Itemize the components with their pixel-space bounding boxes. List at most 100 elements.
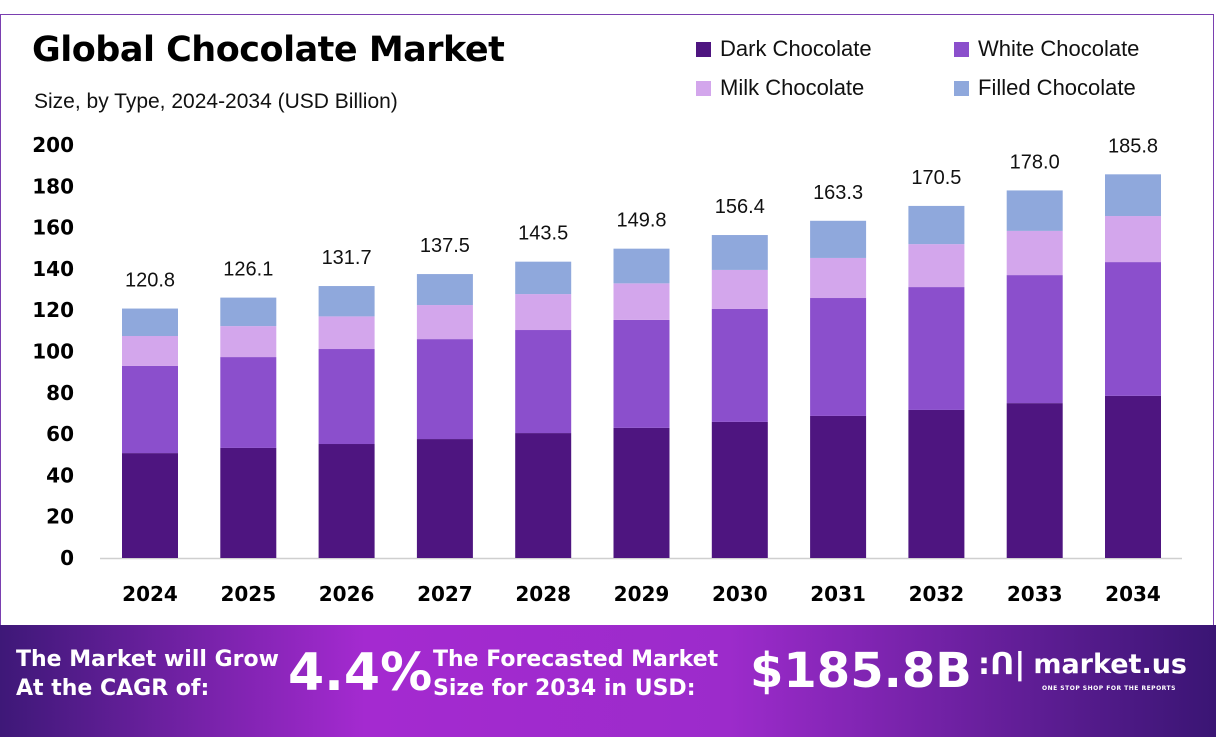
bar-segment <box>613 427 670 558</box>
bar-segment <box>220 326 277 358</box>
total-data-label: 143.5 <box>518 223 568 245</box>
bar-segment <box>810 415 867 558</box>
y-tick-label: 100 <box>32 340 74 364</box>
total-data-label: 156.4 <box>715 196 765 218</box>
bar-segment <box>220 447 277 558</box>
legend-swatch <box>954 80 969 96</box>
logo-mark-icon: :ᑎ| <box>978 647 1026 682</box>
bar-segment <box>515 294 572 331</box>
stacked-bar-chart: 0 20 40 60 80 100 120 140 160 180 200 120.8 2024 126.… <box>32 133 1182 606</box>
x-tick-label: 2033 <box>1007 582 1063 606</box>
total-data-label: 178.0 <box>1010 151 1060 173</box>
bar-segment <box>122 308 178 337</box>
total-data-label: 131.7 <box>322 247 372 269</box>
legend-item: Filled Chocolate <box>954 75 1136 101</box>
bar-segment <box>515 433 572 558</box>
bar-segment <box>515 261 572 295</box>
x-tick-label: 2028 <box>515 582 571 606</box>
bar-segment <box>318 444 375 558</box>
y-tick-label: 60 <box>46 422 74 446</box>
bar-segment <box>711 235 768 270</box>
bar-segment <box>711 269 768 309</box>
forecast-value: $185.8B <box>750 643 972 699</box>
bar-segment <box>1105 262 1161 396</box>
bar-segment <box>416 305 473 340</box>
total-data-label: 126.1 <box>223 259 273 281</box>
bar-segment <box>318 316 375 350</box>
total-data-label: 163.3 <box>813 182 863 204</box>
bar-segment <box>122 336 178 366</box>
bar-segment <box>908 287 965 410</box>
cagr-value: 4.4% <box>288 643 433 703</box>
bar-segment <box>711 421 768 558</box>
total-data-label: 137.5 <box>420 235 470 257</box>
legend-label: Dark Chocolate <box>720 36 872 61</box>
y-tick-label: 140 <box>32 257 74 281</box>
y-tick-label: 160 <box>32 216 74 240</box>
logo-tagline: ONE STOP SHOP FOR THE REPORTS <box>1042 685 1176 692</box>
bar-segment <box>515 330 572 434</box>
x-tick-label: 2030 <box>712 582 768 606</box>
cagr-label-line: The Market will Grow <box>16 647 279 672</box>
legend-label: Filled Chocolate <box>978 75 1136 100</box>
bar-segment <box>613 248 670 284</box>
bar-segment <box>1105 395 1161 558</box>
x-tick-label: 2026 <box>319 582 375 606</box>
bar-segment <box>908 205 965 245</box>
total-data-label: 185.8 <box>1108 135 1158 157</box>
x-tick-label: 2031 <box>810 582 866 606</box>
bar-segment <box>416 339 473 440</box>
total-data-label: 170.5 <box>911 167 961 189</box>
summary-banner: The Market will Grow At the CAGR of: 4.4%… <box>0 625 1216 737</box>
bar-segment <box>1006 403 1063 558</box>
bar-segment <box>908 244 965 288</box>
bar-segment <box>318 286 375 317</box>
forecast-label: The Forecasted Market Size for 2034 in US… <box>433 645 718 703</box>
legend-item: White Chocolate <box>954 36 1139 62</box>
total-data-label: 120.8 <box>125 270 175 292</box>
x-tick-label: 2032 <box>909 582 965 606</box>
legend-swatch <box>954 41 969 57</box>
bar-segment <box>810 298 867 416</box>
bar-segment <box>711 308 768 422</box>
y-tick-label: 0 <box>60 546 74 570</box>
bar-segment <box>1105 174 1161 217</box>
forecast-label-line: Size for 2034 in USD: <box>433 676 696 701</box>
bar-segment <box>613 283 670 320</box>
x-tick-label: 2029 <box>614 582 670 606</box>
bar-segment <box>122 365 178 454</box>
y-tick-label: 20 <box>46 505 74 529</box>
logo-text: market.us <box>1033 649 1187 680</box>
chart-subtitle: Size, by Type, 2024-2034 (USD Billion) <box>34 90 398 113</box>
bar-segment <box>318 349 375 445</box>
bar-segment <box>908 409 965 558</box>
bar-segment <box>1006 190 1063 231</box>
bar-segment <box>613 319 670 428</box>
bar-segment <box>1006 230 1063 276</box>
bar-segment <box>220 297 277 327</box>
y-tick-label: 200 <box>32 133 74 157</box>
legend-label: White Chocolate <box>978 36 1140 61</box>
legend-item: Dark Chocolate <box>696 36 872 62</box>
cagr-label: The Market will Grow At the CAGR of: <box>16 645 279 703</box>
legend-label: Milk Chocolate <box>720 75 865 100</box>
cagr-label-line: At the CAGR of: <box>16 676 210 701</box>
bar-segment <box>220 357 277 448</box>
legend-swatch <box>696 80 711 96</box>
chart-title: Global Chocolate Market <box>32 30 505 70</box>
bar-segment <box>810 257 867 299</box>
legend-swatch <box>696 41 711 57</box>
x-tick-label: 2024 <box>122 582 178 606</box>
bar-segment <box>810 220 867 258</box>
y-tick-label: 80 <box>46 381 74 405</box>
total-data-label: 149.8 <box>616 210 666 232</box>
bar-segment <box>1006 275 1063 404</box>
y-tick-label: 40 <box>46 463 74 487</box>
bar-segment <box>416 274 473 306</box>
bar-segment <box>1105 216 1161 263</box>
bar-segment <box>416 439 473 558</box>
x-tick-label: 2025 <box>220 582 276 606</box>
market-us-logo: :ᑎ| market.us <box>978 647 1187 682</box>
bar-segment <box>122 453 178 558</box>
y-tick-label: 120 <box>32 298 74 322</box>
